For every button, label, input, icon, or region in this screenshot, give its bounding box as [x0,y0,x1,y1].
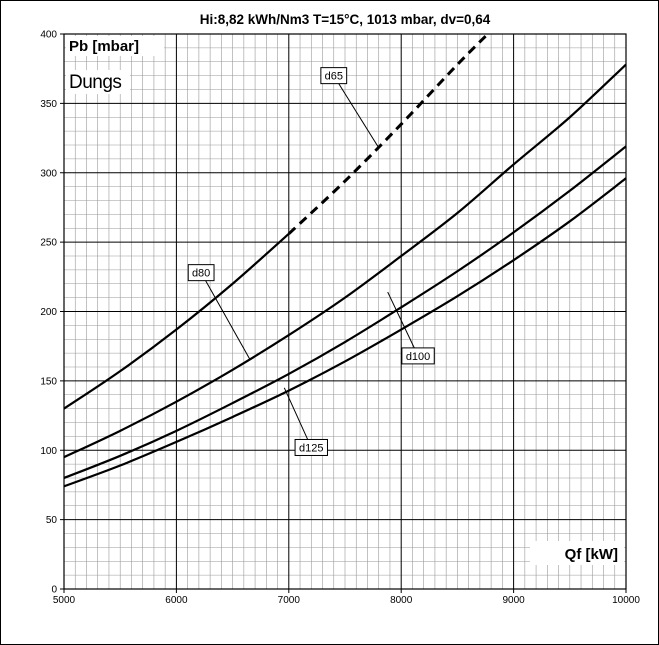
x-tick-label: 8000 [390,595,413,606]
y-tick-label: 400 [40,30,57,41]
x-tick-label: 7000 [278,595,301,606]
y-tick-label: 200 [40,307,57,318]
y-tick-label: 350 [40,99,57,110]
label-d100: d100 [406,351,430,363]
label-d125: d125 [299,442,323,454]
chart-title: Hi:8,82 kWh/Nm3 T=15°C, 1013 mbar, dv=0,… [200,12,491,27]
label-d80-box [187,264,215,282]
y-tick-label: 150 [40,376,57,387]
x-axis-label-box: Qf [kW] [530,541,624,565]
label-d65-leader [333,75,380,149]
x-axis-label: Qf [kW] [565,546,618,563]
label-d125-box [294,438,328,456]
series-lines [63,32,627,488]
label-d100-box [401,347,435,365]
x-tick-label: 5000 [53,595,76,606]
y-tick-label: 50 [46,515,58,526]
y-tick-label: 300 [40,168,57,179]
y-tick-label: 0 [51,585,57,596]
label-d65: d65 [325,71,343,83]
x-tick-label: 6000 [165,595,188,606]
series-d65-dashed-line [287,32,489,235]
label-d65-box [320,67,348,85]
y-axis-label-box: Pb [mbar] [66,36,164,56]
series-d100-line [63,145,627,480]
x-tick-label: 10000 [612,595,640,606]
series-d80-line [63,63,627,459]
label-d100-leader [387,291,419,357]
label-d80: d80 [192,268,210,280]
series-d125-line [63,177,627,488]
y-axis-label: Pb [mbar] [69,38,139,55]
series-d65-solid-line [63,232,290,410]
brand-label: Dungs [69,72,121,93]
x-tick-label: 9000 [502,595,525,606]
label-d80-leader [200,272,250,359]
axis-ticks: 5000 6000 7000 8000 9000 10000 0 50 100 150 200 250… [40,30,640,607]
y-tick-label: 250 [40,238,57,249]
y-tick-label: 100 [40,446,57,457]
brand-box: Dungs [66,70,130,94]
curve-labels: d65 d80 d100 d125 [187,67,435,456]
label-d125-leader [283,387,312,448]
